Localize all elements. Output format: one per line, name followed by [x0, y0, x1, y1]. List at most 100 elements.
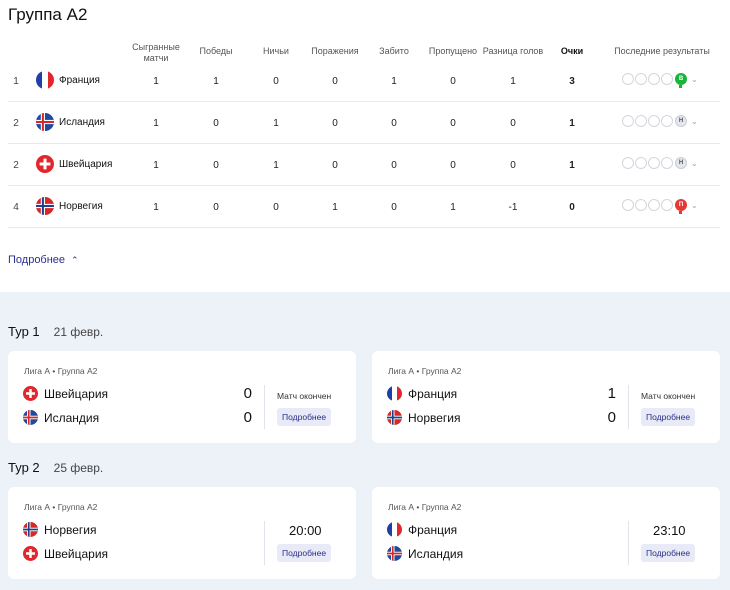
played-value: 1: [153, 160, 159, 171]
france-flag-icon: [36, 71, 54, 89]
norway-flag-icon: [387, 410, 402, 425]
points-value: 0: [569, 202, 575, 213]
chevron-down-icon[interactable]: ⌄: [691, 158, 698, 168]
table-row[interactable]: 2 Швейцария 1 0 1 0 0 0 0 1 Н ⌄: [8, 144, 720, 186]
iceland-flag-icon: [23, 410, 38, 425]
match-details-button[interactable]: Подробнее: [277, 408, 332, 426]
iceland-flag-icon: [387, 546, 402, 561]
divider: [628, 521, 629, 565]
away-team: Норвегия: [387, 410, 461, 425]
divider: [264, 521, 265, 565]
round-date: 21 февр.: [53, 325, 104, 339]
chevron-down-icon[interactable]: ⌄: [691, 74, 698, 84]
draws-value: 0: [273, 76, 279, 87]
result-badge: Н: [675, 115, 687, 127]
team-cell[interactable]: Швейцария: [36, 154, 112, 174]
chevron-up-icon: ⌃: [71, 254, 79, 265]
wins-value: 0: [213, 160, 219, 171]
diff-value: 1: [510, 76, 516, 87]
match-details-button[interactable]: Подробнее: [277, 544, 332, 562]
match-card[interactable]: Лига А • Группа А2 Франция Норвегия 1 0 Матч …: [372, 351, 720, 443]
home-team-name: Франция: [408, 386, 458, 401]
losses-value: 0: [332, 76, 338, 87]
away-team-name: Исландия: [408, 546, 464, 561]
round-title: Тур 2: [8, 460, 40, 475]
recent-results: В ⌄: [622, 73, 698, 88]
empty-result-icon: [622, 199, 634, 211]
team-name: Норвегия: [59, 200, 103, 212]
result-badge: В: [675, 73, 687, 88]
scored-value: 0: [391, 202, 397, 213]
switzerland-flag-icon: [36, 155, 54, 173]
empty-result-icon: [635, 199, 647, 211]
empty-result-icon: [635, 157, 647, 169]
norway-flag-icon: [36, 197, 54, 215]
round-date: 25 февр.: [53, 461, 104, 475]
home-score: 1: [607, 385, 616, 402]
empty-result-icon: [635, 73, 647, 85]
conceded-value: 1: [450, 202, 456, 213]
match-card[interactable]: Лига А • Группа А2 Франция Исландия 23:10 По…: [372, 487, 720, 579]
round-title: Тур 1: [8, 324, 40, 339]
empty-result-icon: [661, 157, 673, 169]
chevron-down-icon[interactable]: ⌄: [691, 116, 698, 126]
position-value: 2: [13, 118, 19, 129]
team-cell[interactable]: Исландия: [36, 112, 105, 132]
match-status: Матч окончен: [641, 391, 696, 401]
points-value: 1: [569, 118, 575, 129]
header-diff: Разница голов: [482, 46, 544, 56]
team-cell[interactable]: Франция: [36, 70, 100, 90]
header-wins: Победы: [199, 46, 233, 56]
match-league: Лига А • Группа А2: [24, 502, 98, 512]
home-team: Франция: [387, 522, 457, 537]
more-toggle-link[interactable]: Подробнее ⌃: [8, 254, 79, 266]
wins-value: 1: [213, 76, 219, 87]
empty-result-icon: [661, 73, 673, 85]
table-row[interactable]: 4 Норвегия 1 0 0 1 0 1 -1 0 П ⌄: [8, 186, 720, 228]
empty-result-icon: [622, 115, 634, 127]
losses-value: 0: [332, 160, 338, 171]
header-conceded: Пропущено: [428, 46, 478, 56]
divider: [628, 385, 629, 429]
round-header: Тур 1 21 февр.: [8, 324, 103, 339]
team-name: Швейцария: [59, 158, 113, 170]
away-team: Исландия: [23, 410, 99, 425]
norway-flag-icon: [23, 522, 38, 537]
result-badge: Н: [675, 157, 687, 169]
scored-value: 1: [391, 76, 397, 87]
away-team: Исландия: [387, 546, 463, 561]
table-row[interactable]: 2 Исландия 1 0 1 0 0 0 0 1 Н ⌄: [8, 102, 720, 144]
match-card[interactable]: Лига А • Группа А2 Норвегия Швейцария 20:00…: [8, 487, 356, 579]
home-score: 0: [243, 385, 252, 402]
played-value: 1: [153, 202, 159, 213]
draws-value: 1: [273, 160, 279, 171]
away-team-name: Норвегия: [408, 410, 461, 425]
match-league: Лига А • Группа А2: [388, 366, 462, 376]
position-value: 2: [13, 160, 19, 171]
away-team-name: Швейцария: [44, 546, 109, 561]
match-details-button[interactable]: Подробнее: [641, 544, 696, 562]
away-score: 0: [243, 409, 252, 426]
points-value: 1: [569, 160, 575, 171]
header-form: Последние результаты: [614, 46, 710, 56]
away-team: Швейцария: [23, 546, 108, 561]
match-card[interactable]: Лига А • Группа А2 Швейцария Исландия 0 0 Мат…: [8, 351, 356, 443]
home-team-name: Франция: [408, 522, 458, 537]
conceded-value: 0: [450, 76, 456, 87]
match-details-button[interactable]: Подробнее: [641, 408, 696, 426]
header-points: Очки: [560, 46, 584, 56]
result-badge: П: [675, 199, 687, 214]
conceded-value: 0: [450, 118, 456, 129]
recent-results: Н ⌄: [622, 157, 698, 169]
divider: [264, 385, 265, 429]
team-cell[interactable]: Норвегия: [36, 196, 103, 216]
kickoff-time: 20:00: [289, 523, 322, 538]
chevron-down-icon[interactable]: ⌄: [691, 200, 698, 210]
empty-result-icon: [648, 115, 660, 127]
scored-value: 0: [391, 118, 397, 129]
table-row[interactable]: 1 Франция 1 1 0 0 1 0 1 3 В ⌄: [8, 60, 720, 102]
empty-result-icon: [635, 115, 647, 127]
played-value: 1: [153, 76, 159, 87]
wins-value: 0: [213, 202, 219, 213]
match-league: Лига А • Группа А2: [388, 502, 462, 512]
